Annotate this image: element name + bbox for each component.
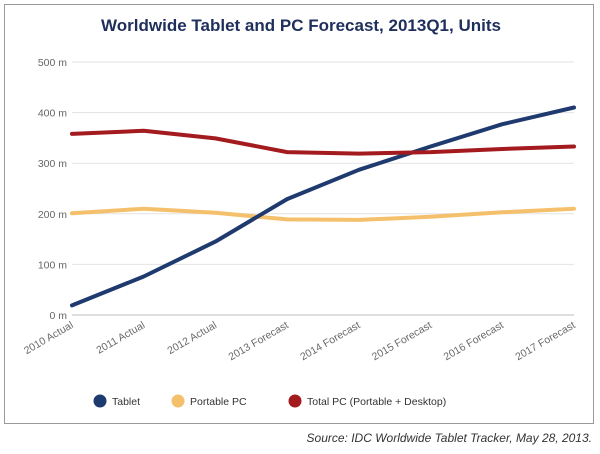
y-axis-ticks: 0 m 100 m 200 m 300 m 400 m 500 m bbox=[38, 57, 67, 322]
legend-marker-2 bbox=[288, 394, 302, 408]
x-tick-label: 2016 Forecast bbox=[442, 319, 506, 363]
x-tick-label: 2015 Forecast bbox=[370, 319, 434, 363]
series-line-2 bbox=[70, 128, 576, 156]
legend: Tablet Portable PC Total PC (Portable + De… bbox=[93, 394, 446, 408]
x-tick-label: 2010 Actual bbox=[22, 319, 76, 357]
x-tick-label: 2013 Forecast bbox=[227, 319, 291, 363]
x-axis-ticks: 2010 Actual 2011 Actual 2012 Actual 2013 Fo… bbox=[22, 319, 578, 363]
y-tick-label: 500 m bbox=[38, 57, 67, 69]
y-tick-label: 400 m bbox=[38, 108, 67, 120]
chart-frame: Worldwide Tablet and PC Forecast, 2013Q1… bbox=[4, 4, 594, 424]
legend-marker-1 bbox=[171, 394, 185, 408]
y-tick-label: 100 m bbox=[38, 259, 67, 271]
gridlines bbox=[72, 61, 574, 316]
series-line-0 bbox=[70, 105, 576, 308]
series-line-1 bbox=[70, 206, 576, 222]
legend-item-1: Portable PC bbox=[171, 394, 247, 408]
x-tick-label: 2017 Forecast bbox=[513, 319, 577, 363]
series-lines bbox=[70, 105, 576, 308]
legend-item-0: Tablet bbox=[93, 394, 140, 408]
legend-label: Portable PC bbox=[190, 396, 247, 408]
legend-item-2: Total PC (Portable + Desktop) bbox=[288, 394, 446, 408]
legend-label: Total PC (Portable + Desktop) bbox=[307, 396, 446, 408]
y-tick-label: 300 m bbox=[38, 158, 67, 170]
x-tick-label: 2011 Actual bbox=[94, 319, 147, 356]
chart-title: Worldwide Tablet and PC Forecast, 2013Q1… bbox=[101, 16, 501, 35]
x-tick-label: 2014 Forecast bbox=[298, 319, 362, 363]
y-tick-label: 200 m bbox=[38, 209, 67, 221]
legend-marker-0 bbox=[93, 394, 107, 408]
x-tick-label: 2012 Actual bbox=[165, 319, 219, 357]
line-chart: Worldwide Tablet and PC Forecast, 2013Q1… bbox=[22, 16, 578, 408]
y-tick-label: 0 m bbox=[49, 310, 67, 322]
source-note: Source: IDC Worldwide Tablet Tracker, Ma… bbox=[306, 431, 592, 445]
legend-label: Tablet bbox=[112, 396, 140, 408]
